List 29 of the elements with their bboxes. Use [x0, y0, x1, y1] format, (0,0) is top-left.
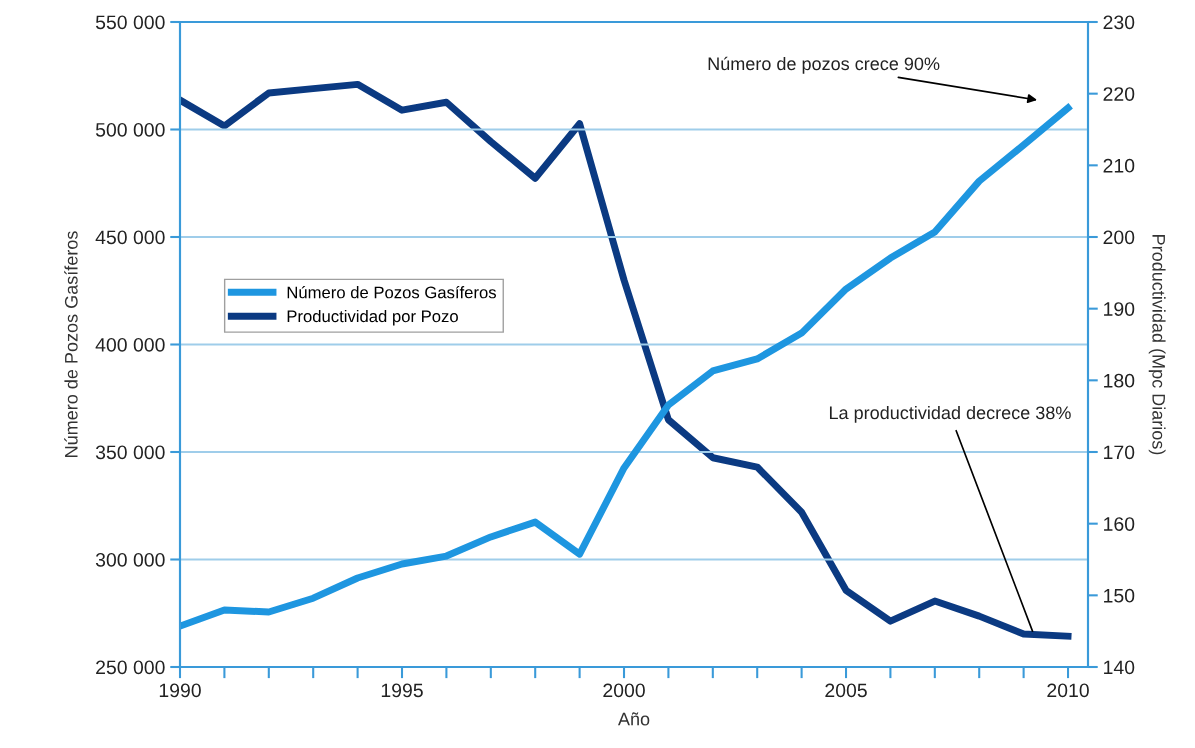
- y-tick-label: 350 000: [95, 445, 165, 460]
- y2-tick-label: 190: [1104, 302, 1135, 316]
- y2-tick-label: 230: [1103, 15, 1135, 30]
- y2-tick-label: 200: [1103, 230, 1135, 245]
- y2-tick-label: 210: [1103, 158, 1135, 173]
- annotation: Número de pozos crece 90%: [708, 56, 940, 74]
- x-tick-label: 1995: [381, 683, 423, 698]
- x-tick-label: 1990: [159, 683, 201, 698]
- y-tick-label: 300 000: [95, 552, 165, 567]
- y2-axis-title: Productividad (Mpc Diarios): [1148, 235, 1166, 455]
- x-tick-label: 2005: [825, 683, 867, 698]
- legend-label: Número de Pozos Gasíferos: [287, 285, 496, 299]
- y2-tick-label: 170: [1104, 445, 1135, 460]
- x-tick-label: 2000: [603, 683, 645, 698]
- y2-tick-label: 160: [1104, 517, 1135, 531]
- y-tick-label: 550 000: [95, 15, 165, 30]
- y-tick-label: 250 000: [96, 660, 165, 675]
- y-tick-label: 500 000: [95, 122, 165, 137]
- y-tick-label: 400 000: [95, 337, 165, 352]
- y2-tick-label: 150: [1104, 588, 1135, 603]
- y-tick-label: 450 000: [95, 230, 165, 245]
- annotation: La productividad decrece 38%: [829, 405, 1071, 423]
- y2-tick-label: 140: [1104, 660, 1135, 675]
- x-tick-label: 2010: [1047, 683, 1089, 698]
- y2-tick-label: 220: [1103, 87, 1135, 101]
- legend-label: Productividad por Pozo: [287, 309, 458, 326]
- y2-tick-label: 180: [1104, 373, 1135, 388]
- y-axis-title: Número de Pozos Gasíferos: [64, 231, 78, 457]
- x-axis-title: Año: [617, 712, 650, 726]
